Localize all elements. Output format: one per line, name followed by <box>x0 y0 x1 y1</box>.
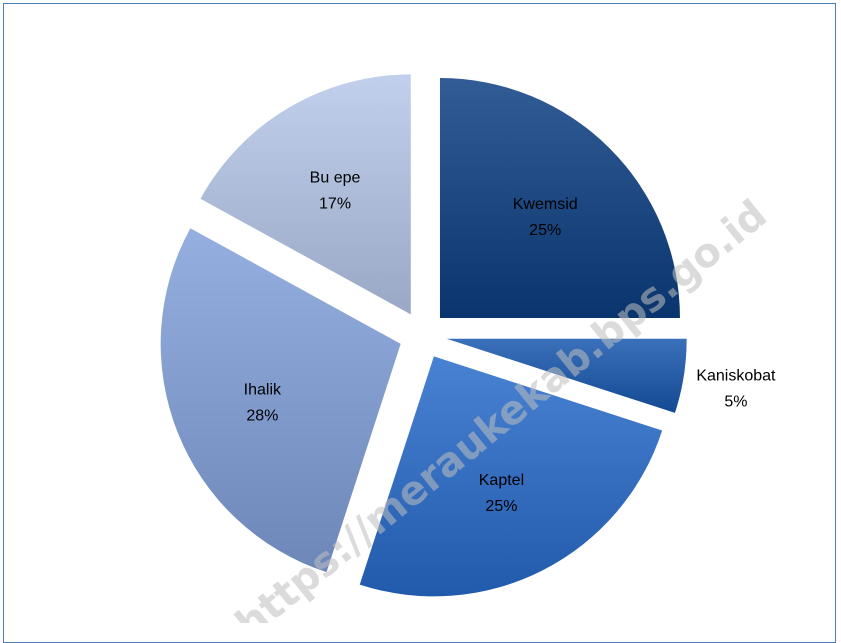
pie-slice-kaniskobat <box>446 338 687 413</box>
pie-slices <box>160 74 687 597</box>
pie-percent-kwemsid: 25% <box>529 222 561 239</box>
pie-label-kaptel: Kaptel <box>479 472 524 489</box>
pie-percent-bu-epe: 17% <box>319 195 351 212</box>
pie-slice-bu-epe <box>200 74 411 315</box>
pie-labels: Kwemsid 25% Kaniskobat 5% Kaptel 25% Ihalik 28%… <box>244 169 776 515</box>
pie-percent-kaniskobat: 5% <box>724 394 747 411</box>
pie-slice-ihalik <box>160 228 401 573</box>
pie-chart: https://meraukekab.bps.go.id Kwemsid25%K… <box>160 74 776 623</box>
pie-label-kwemsid: Kwemsid <box>513 196 578 213</box>
pie-label-ihalik: Ihalik <box>244 382 282 399</box>
pie-slice-kwemsid <box>439 78 680 319</box>
pie-slice-kaptel <box>359 356 663 597</box>
pie-label-kaniskobat: Kaniskobat <box>696 368 776 385</box>
pie-percent-kaptel: 25% <box>485 498 517 515</box>
pie-label-bu-epe: Bu epe <box>310 169 361 186</box>
pie-percent-ihalik: 28% <box>246 408 278 425</box>
